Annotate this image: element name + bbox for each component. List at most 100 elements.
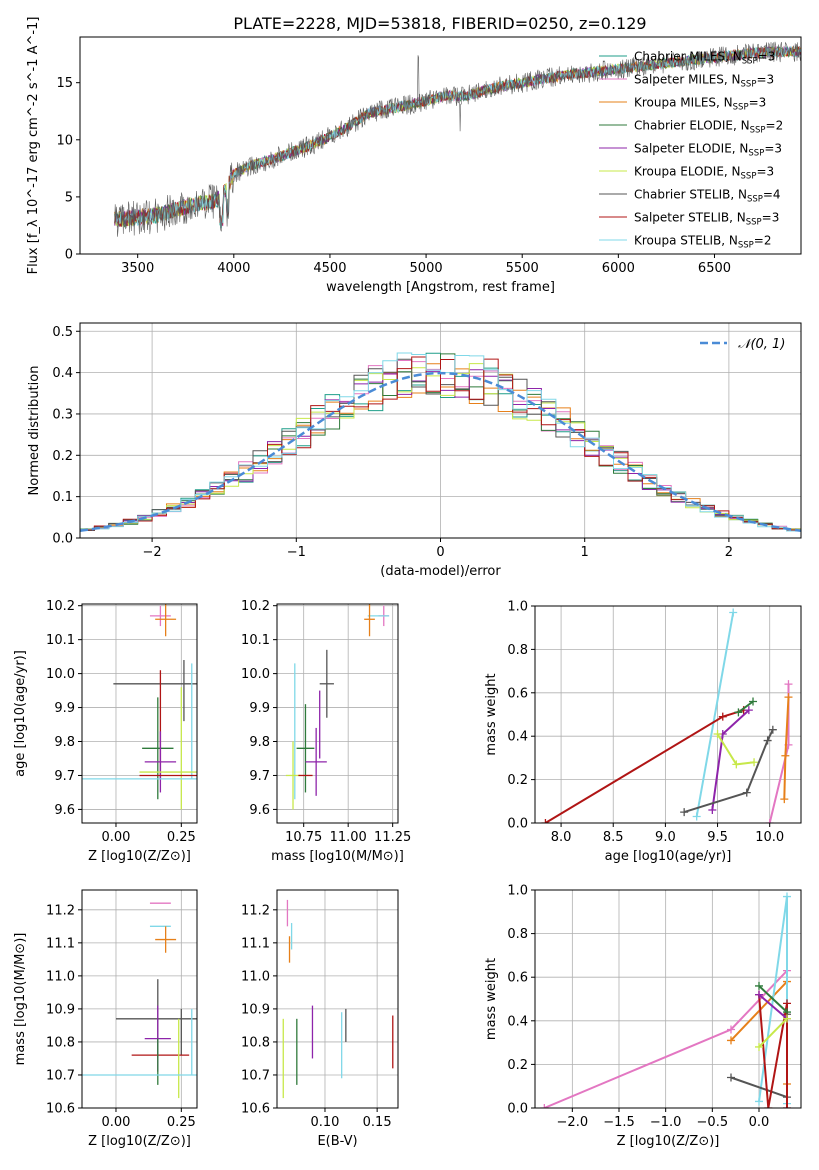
y-axis-label: mass weight (484, 958, 499, 1040)
axes-mass_vs_ebv: 0.10 0.15 10.6 10.7 10.8 10.9 11.0 11.1 11.2 E(B-… (241, 889, 399, 1149)
y-tick-label: 9.6 (249, 803, 270, 818)
x-tick-label: 8.5 (603, 830, 624, 845)
y-tick-label: 9.6 (54, 803, 75, 818)
plot-area-age_vs_mass (285, 604, 390, 810)
y-tick-label: 0 (65, 248, 73, 263)
series-marker-chabrier_elodie (749, 697, 758, 706)
series-marker-salpeter_stelib (764, 1104, 773, 1108)
x-tick-label: 11.25 (374, 830, 411, 845)
series-marker-kroupa_elodie (755, 1042, 763, 1051)
y-tick-label: 10.0 (46, 667, 75, 682)
y-axis-label: mass weight (484, 673, 499, 755)
x-tick-label: 0.25 (167, 1115, 196, 1130)
y-tick-label: 0.5 (52, 325, 73, 340)
x-tick-label: −2 (143, 545, 162, 560)
series-marker-kroupa_elodie (713, 730, 722, 739)
y-tick-label: 9.9 (54, 701, 75, 716)
x-tick-label: 0.15 (363, 1115, 392, 1130)
axes-frame (534, 605, 802, 824)
y-tick-label: 0.0 (52, 532, 73, 547)
axes-frame (79, 36, 802, 255)
series-marker-kroupa_miles (784, 693, 793, 702)
y-tick-label: 0.2 (507, 1058, 528, 1073)
legend-label-kroupa_stelib: Kroupa STELIB, NSSP=2 (634, 234, 772, 251)
series-marker-chabrier_stelib (763, 736, 772, 745)
axes-residuals: −2 −1 0 1 2 0.0 0.1 0.2 0.3 0.4 0.5 (data-model)/er… (27, 322, 802, 579)
y-tick-label: 0.0 (507, 1102, 528, 1117)
axes-frame (534, 889, 802, 1109)
plot-area-residuals (80, 352, 801, 533)
x-tick-label: 10.0 (755, 830, 784, 845)
y-tick-label: 15 (56, 76, 73, 91)
y-tick-label: 9.9 (249, 701, 270, 716)
y-tick-label: 10.2 (46, 599, 75, 614)
axes-frame (81, 889, 198, 1109)
x-tick-label: 1 (581, 545, 589, 560)
legend-label-salpeter_stelib: Salpeter STELIB, NSSP=3 (634, 211, 779, 228)
plot-area-spectrum (114, 41, 801, 237)
y-tick-label: 0.1 (52, 490, 73, 505)
series-marker-salpeter_elodie (708, 805, 717, 814)
y-tick-label: 9.8 (249, 735, 270, 750)
x-axis-label: Z [log10(Z/Z⊙)] (617, 1134, 720, 1149)
series-marker-salpeter_stelib (783, 999, 791, 1008)
y-tick-label: 11.1 (46, 936, 75, 951)
x-tick-label: −1 (287, 545, 306, 560)
series-marker-kroupa_miles (727, 1036, 735, 1045)
y-tick-label: 10.7 (241, 1068, 270, 1083)
y-axis-label: mass [log10(M/M⊙)] (13, 933, 28, 1066)
x-tick-label: 0.10 (311, 1115, 340, 1130)
series-line-kroupa_elodie (758, 1017, 788, 1048)
y-tick-label: 11.1 (241, 936, 270, 951)
x-tick-label: 8.0 (551, 830, 572, 845)
x-tick-label: 9.5 (707, 830, 728, 845)
y-tick-label: 10.1 (241, 633, 270, 648)
y-axis-label: Flux [f_λ 10^-17 erg cm^-2 s^-1 A^-1] (26, 17, 41, 275)
axes-frame (276, 603, 399, 824)
normal-reference-curve (80, 371, 801, 533)
axes-age_vs_mass: 10.75 11.00 11.25 9.6 9.7 9.8 9.9 10.0 10.1 10.2 m… (241, 599, 411, 864)
series-marker-salpeter_stelib (718, 712, 727, 721)
y-tick-label: 0.4 (52, 366, 73, 381)
axes-spectrum: 3500 4000 4500 5000 5500 6000 6500 0 5 10 15 wavele… (26, 17, 802, 295)
y-tick-label: 11.0 (46, 969, 75, 984)
plot-layer: 3500 4000 4500 5000 5500 6000 6500051015wavele… (13, 17, 802, 1149)
x-tick-label: 2 (725, 545, 733, 560)
plot-area-mass_vs_Z (82, 902, 197, 1099)
x-axis-label: E(B-V) (317, 1134, 357, 1149)
x-axis-label: Z [log10(Z/Z⊙)] (88, 849, 191, 864)
series-line-kroupa_stelib (695, 612, 735, 817)
y-tick-label: 10.8 (241, 1035, 270, 1050)
legend-label-kroupa_elodie: Kroupa ELODIE, NSSP=3 (634, 165, 774, 182)
x-tick-label: 5000 (410, 261, 443, 276)
legend-label-chabrier_stelib: Chabrier STELIB, NSSP=4 (634, 188, 781, 205)
series-marker-chabrier_elodie (755, 981, 763, 990)
series-marker-salpeter_miles (727, 1025, 735, 1034)
legend-label-chabrier_miles: Chabrier MILES, NSSP=3 (634, 50, 775, 67)
x-axis-label: wavelength [Angstrom, rest frame] (326, 280, 555, 295)
series-marker-kroupa_elodie (750, 758, 759, 767)
y-tick-label: 9.8 (54, 735, 75, 750)
y-tick-label: 10.9 (46, 1002, 75, 1017)
plot-area-massweight_vs_Z (540, 892, 791, 1108)
axes-frame (276, 889, 399, 1109)
x-tick-label: 0 (436, 545, 444, 560)
x-tick-label: 0.00 (102, 1115, 131, 1130)
y-axis-label: Normed distribution (27, 366, 42, 496)
y-tick-label: 10.6 (241, 1102, 270, 1117)
y-tick-label: 10 (56, 133, 73, 148)
series-marker-salpeter_elodie (755, 990, 763, 999)
y-tick-label: 0.6 (507, 686, 528, 701)
x-tick-label: 6500 (698, 261, 731, 276)
x-tick-label: 0.0 (749, 1115, 770, 1130)
y-tick-label: 11.0 (241, 969, 270, 984)
y-tick-label: 0.4 (507, 1014, 528, 1029)
figure-title: PLATE=2228, MJD=53818, FIBERID=0250, z=0… (233, 14, 646, 33)
x-axis-label: Z [log10(Z/Z⊙)] (88, 1134, 191, 1149)
y-axis-label: age [log10(age/yr)] (13, 650, 28, 777)
x-tick-label: −1.5 (603, 1115, 635, 1130)
x-axis-label: mass [log10(M/M⊙)] (271, 849, 404, 864)
x-tick-label: 9.0 (655, 830, 676, 845)
series-marker-salpeter_stelib (541, 819, 550, 823)
